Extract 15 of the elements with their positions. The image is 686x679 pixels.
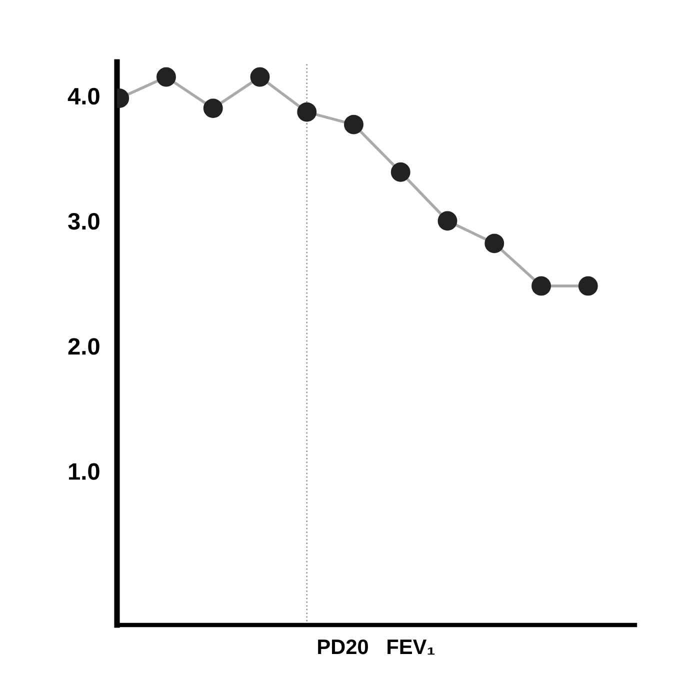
point [344,114,364,134]
point [484,234,504,254]
y-tick-label: 4.0 [68,88,100,105]
point [578,276,598,296]
point [438,211,458,231]
x-axis-title: PD20 FEV₁ [318,639,435,655]
point [390,162,410,182]
point [297,102,317,122]
point [250,67,270,87]
point [532,276,551,296]
point [203,98,223,118]
point [156,67,176,87]
y-tick-label: 3.0 [68,212,100,230]
y-tick-label: 1.0 [69,463,100,480]
y-tick-label: 2.0 [68,338,100,355]
